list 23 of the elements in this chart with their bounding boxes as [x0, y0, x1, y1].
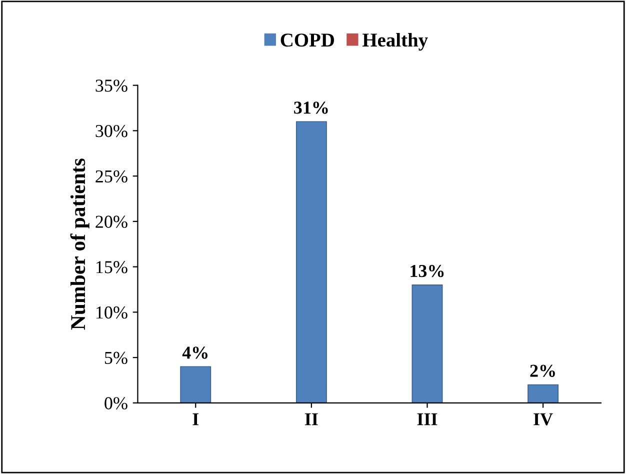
y-tick-label: 5% — [104, 352, 128, 364]
bar — [528, 384, 559, 403]
x-tick-label: IV — [534, 413, 553, 426]
data-label: 13% — [410, 264, 444, 278]
y-tick-label: 20% — [96, 216, 128, 228]
data-label: 31% — [294, 102, 328, 114]
data-label: 2% — [530, 364, 555, 377]
y-tick-label: 15% — [96, 261, 128, 274]
bar — [296, 121, 327, 403]
x-tick-label: I — [192, 413, 199, 426]
x-tick-label: II — [305, 413, 318, 426]
y-tick-label: 35% — [96, 80, 128, 92]
y-axis-title: Number of patients — [70, 158, 90, 330]
y-tick-label: 0% — [104, 397, 128, 410]
y-tick-label: 25% — [96, 170, 128, 183]
legend-label: COPD — [280, 34, 334, 47]
bar — [180, 366, 212, 403]
y-tick-label: 10% — [96, 306, 128, 319]
bar — [412, 284, 443, 403]
data-label: 4% — [182, 346, 208, 359]
legend-label: Healthy — [362, 32, 428, 51]
x-tick-label: III — [417, 413, 438, 426]
y-tick-label: 30% — [96, 124, 128, 138]
